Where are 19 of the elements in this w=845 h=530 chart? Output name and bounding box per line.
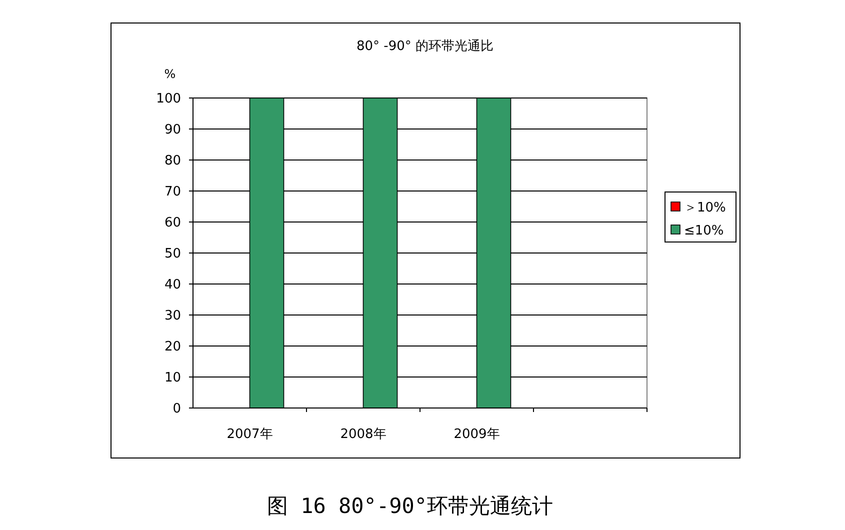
x-tick-label: 2007年	[226, 427, 273, 442]
y-axis-title: %	[164, 67, 176, 81]
y-tick-label: 50	[164, 246, 181, 262]
y-tick-label: 40	[164, 278, 181, 293]
x-tick-label: 2008年	[340, 427, 386, 442]
legend-label: ≤10%	[684, 224, 724, 239]
y-tick-label: 80	[164, 154, 181, 169]
legend-label: ＞10%	[684, 200, 726, 216]
y-tick-label: 60	[164, 216, 181, 231]
y-tick-label: 90	[164, 122, 181, 138]
y-tick-label: 70	[164, 184, 181, 200]
x-tick-label: 2009年	[454, 427, 500, 442]
y-tick-label: 30	[164, 308, 181, 324]
y-tick-label: 20	[164, 340, 181, 355]
y-tick-label: 0	[172, 402, 181, 417]
y-tick-label: 100	[156, 92, 181, 107]
y-tick-label: 10	[164, 370, 181, 386]
chart-title: 80° -90° 的环带光通比	[356, 39, 494, 54]
caption: 图 16 80°-90°环带光通统计	[266, 494, 554, 518]
